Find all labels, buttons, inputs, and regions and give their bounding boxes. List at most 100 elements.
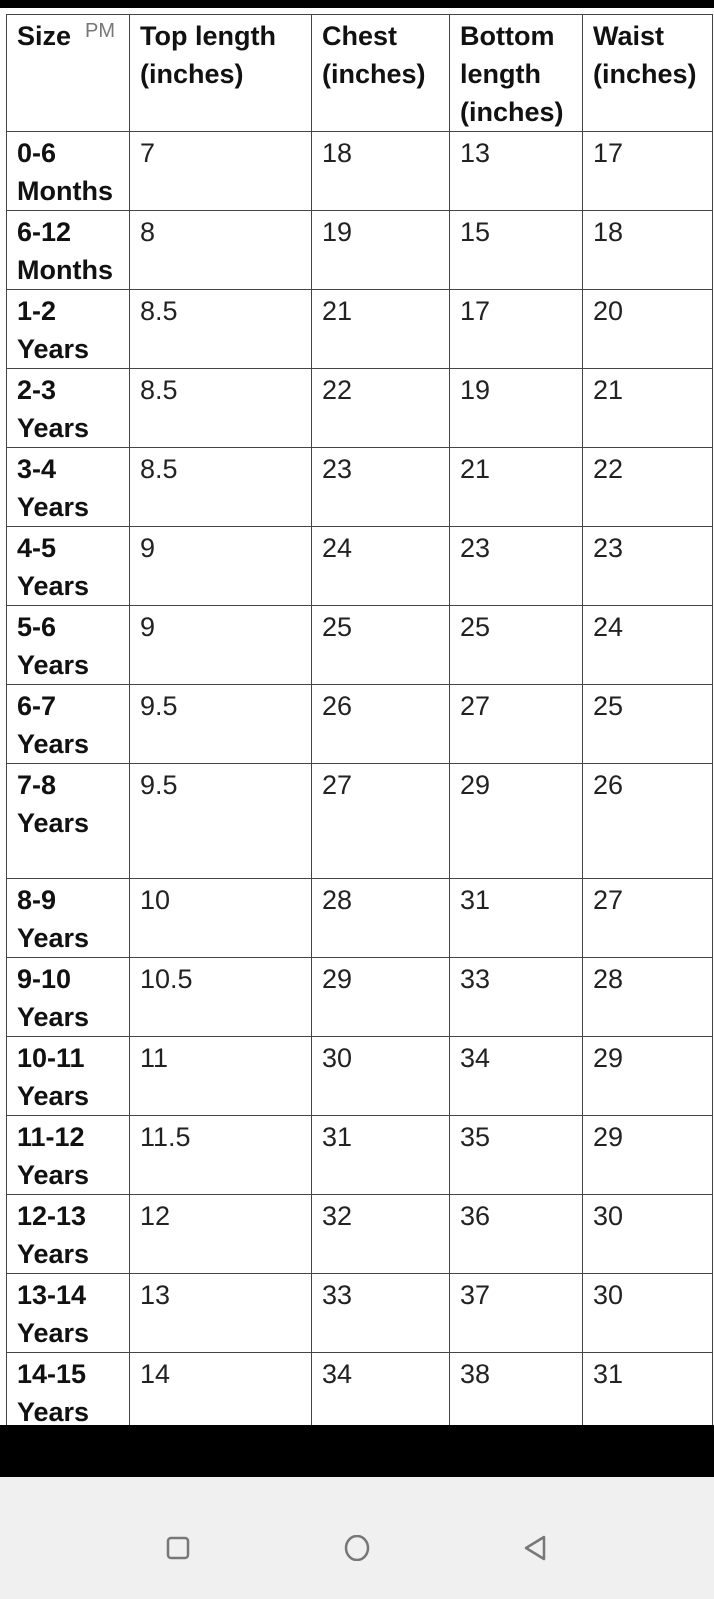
status-bar-background <box>0 0 714 8</box>
value-cell: 10 <box>129 878 312 958</box>
size-cell: 12-13 Years <box>6 1194 130 1274</box>
value-cell: 10.5 <box>129 957 312 1037</box>
value-cell: 11 <box>129 1036 312 1116</box>
value-cell: 22 <box>311 368 450 448</box>
value-cell: 25 <box>311 605 450 685</box>
value-cell: 34 <box>449 1036 583 1116</box>
navigation-bar <box>0 1477 714 1599</box>
column-header: Bottom length (inches) <box>449 14 583 132</box>
table-row: 4-5 Years 9 24 23 23 <box>6 526 713 606</box>
value-cell: 21 <box>582 368 713 448</box>
value-cell: 29 <box>449 763 583 879</box>
value-cell: 27 <box>449 684 583 764</box>
value-cell: 32 <box>311 1194 450 1274</box>
value-cell: 23 <box>449 526 583 606</box>
value-cell: 29 <box>582 1115 713 1195</box>
value-cell: 23 <box>582 526 713 606</box>
value-cell: 9.5 <box>129 763 312 879</box>
table-row: 1-2 Years 8.5 21 17 20 <box>6 289 713 369</box>
value-cell: 18 <box>311 131 450 211</box>
value-cell: 36 <box>449 1194 583 1274</box>
image-bottom-bar <box>0 1425 714 1477</box>
value-cell: 13 <box>449 131 583 211</box>
size-cell: 3-4 Years <box>6 447 130 527</box>
value-cell: 37 <box>449 1273 583 1353</box>
value-cell: 8 <box>129 210 312 290</box>
value-cell: 26 <box>311 684 450 764</box>
table-row: 3-4 Years 8.5 23 21 22 <box>6 447 713 527</box>
table-row: 5-6 Years 9 25 25 24 <box>6 605 713 685</box>
size-cell: 11-12 Years <box>6 1115 130 1195</box>
table-row: 12-13 Years 12 32 36 30 <box>6 1194 713 1274</box>
recent-apps-icon[interactable] <box>165 1535 191 1561</box>
size-cell: 7-8 Years <box>6 763 130 879</box>
value-cell: 9 <box>129 605 312 685</box>
value-cell: 17 <box>582 131 713 211</box>
value-cell: 31 <box>311 1115 450 1195</box>
value-cell: 17 <box>449 289 583 369</box>
value-cell: 30 <box>582 1273 713 1353</box>
value-cell: 9 <box>129 526 312 606</box>
value-cell: 22 <box>582 447 713 527</box>
size-cell: 0-6 Months <box>6 131 130 211</box>
value-cell: 21 <box>311 289 450 369</box>
value-cell: 12 <box>129 1194 312 1274</box>
column-header: Waist (inches) <box>582 14 713 132</box>
home-icon[interactable] <box>344 1535 370 1561</box>
table-row: 7-8 Years 9.5 27 29 26 <box>6 763 713 879</box>
value-cell: 27 <box>582 878 713 958</box>
value-cell: 8.5 <box>129 447 312 527</box>
size-cell: 1-2 Years <box>6 289 130 369</box>
value-cell: 18 <box>582 210 713 290</box>
size-cell: 2-3 Years <box>6 368 130 448</box>
value-cell: 21 <box>449 447 583 527</box>
value-cell: 31 <box>582 1352 713 1432</box>
column-header: Size <box>6 14 130 132</box>
size-cell: 9-10 Years <box>6 957 130 1037</box>
size-cell: 14-15 Years <box>6 1352 130 1432</box>
size-cell: 6-7 Years <box>6 684 130 764</box>
status-time: PM <box>85 20 115 42</box>
value-cell: 30 <box>311 1036 450 1116</box>
table-row: 9-10 Years 10.5 29 33 28 <box>6 957 713 1037</box>
value-cell: 13 <box>129 1273 312 1353</box>
value-cell: 8.5 <box>129 289 312 369</box>
value-cell: 35 <box>449 1115 583 1195</box>
value-cell: 28 <box>582 957 713 1037</box>
back-icon[interactable] <box>522 1535 548 1561</box>
value-cell: 25 <box>449 605 583 685</box>
table-row: 2-3 Years 8.5 22 19 21 <box>6 368 713 448</box>
value-cell: 24 <box>582 605 713 685</box>
value-cell: 9.5 <box>129 684 312 764</box>
value-cell: 25 <box>582 684 713 764</box>
value-cell: 14 <box>129 1352 312 1432</box>
value-cell: 23 <box>311 447 450 527</box>
value-cell: 38 <box>449 1352 583 1432</box>
table-row: 11-12 Years 11.5 31 35 29 <box>6 1115 713 1195</box>
size-cell: 8-9 Years <box>6 878 130 958</box>
value-cell: 19 <box>311 210 450 290</box>
table-row: 6-12 Months 8 19 15 18 <box>6 210 713 290</box>
size-cell: 4-5 Years <box>6 526 130 606</box>
value-cell: 11.5 <box>129 1115 312 1195</box>
value-cell: 33 <box>311 1273 450 1353</box>
table-row: 6-7 Years 9.5 26 27 25 <box>6 684 713 764</box>
value-cell: 7 <box>129 131 312 211</box>
value-cell: 24 <box>311 526 450 606</box>
value-cell: 34 <box>311 1352 450 1432</box>
value-cell: 31 <box>449 878 583 958</box>
size-chart-table: Size Top length (inches) Chest (inches) Bot… <box>6 14 713 1432</box>
value-cell: 15 <box>449 210 583 290</box>
size-cell: 13-14 Years <box>6 1273 130 1353</box>
size-cell: 6-12 Months <box>6 210 130 290</box>
value-cell: 29 <box>582 1036 713 1116</box>
table-row: 14-15 Years 14 34 38 31 <box>6 1352 713 1432</box>
value-cell: 29 <box>311 957 450 1037</box>
size-cell: 10-11 Years <box>6 1036 130 1116</box>
table-row: 10-11 Years 11 30 34 29 <box>6 1036 713 1116</box>
value-cell: 20 <box>582 289 713 369</box>
table-row: 0-6 Months 7 18 13 17 <box>6 131 713 211</box>
value-cell: 27 <box>311 763 450 879</box>
value-cell: 28 <box>311 878 450 958</box>
value-cell: 30 <box>582 1194 713 1274</box>
